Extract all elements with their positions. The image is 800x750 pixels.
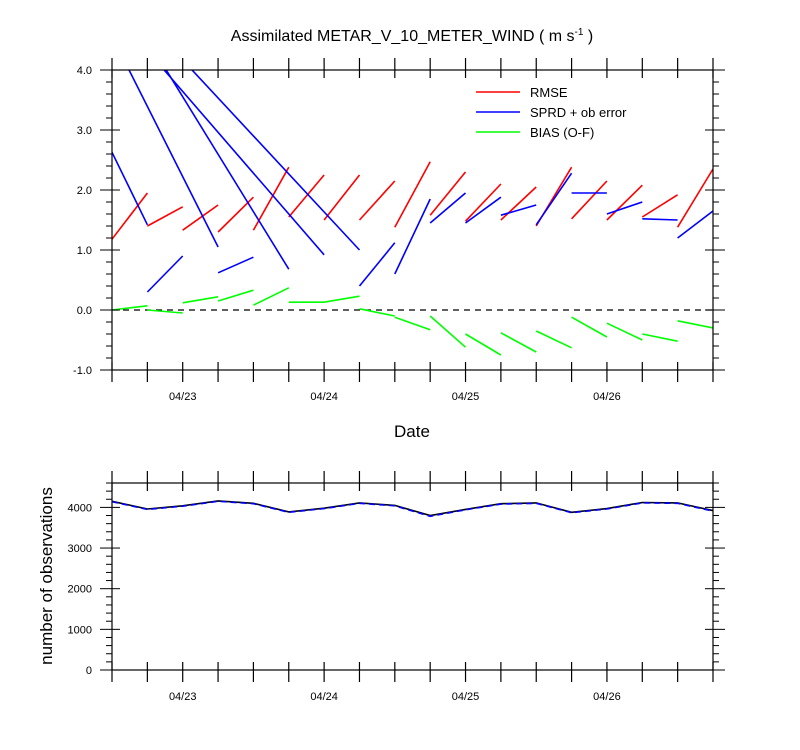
chart-title-main: Assimilated METAR_V_10_METER_WIND ( m s	[231, 28, 575, 45]
legend-label-sprd: SPRD + ob error	[530, 105, 627, 120]
series-bias-o-f-segment-9	[429, 315, 467, 348]
series-rmse-segment-9	[429, 171, 467, 216]
top-y-tick-label-1-0: -1.0	[73, 365, 92, 377]
top-x-tick-label-04-23: 04/23	[169, 391, 197, 403]
bottom-y-tick-label-4000: 4000	[68, 502, 92, 514]
bottom-y-tick-label-3000: 3000	[68, 543, 92, 555]
series-sprd-ob-error-segment-4	[165, 70, 290, 270]
legend-label-rmse: RMSE	[530, 85, 568, 100]
series-rmse-segment-16	[676, 168, 713, 228]
series-sprd-ob-error-segment-11	[500, 204, 537, 216]
series-bias-o-f-segment-1	[147, 309, 183, 314]
chart-title-end: )	[583, 28, 593, 45]
bottom-plot-data-area	[112, 500, 713, 518]
series-rmse-segment-2	[182, 204, 219, 231]
x-axis-title: Date	[394, 422, 430, 441]
series-sprd-ob-error-segment-8	[394, 198, 431, 275]
series-sprd-ob-error-segment-7	[358, 242, 396, 287]
bottom-plot-axes: 04/23 04/24 04/25 04/26 0 1000 2000 3000 4000	[68, 471, 725, 703]
bottom-y-tick-label-2000: 2000	[68, 584, 92, 596]
bottom-x-tick-label-04-26: 04/26	[593, 691, 621, 703]
series-rmse-segment-15	[641, 194, 679, 218]
top-y-tick-label-1-0: 1.0	[77, 245, 92, 257]
series-rmse-segment-13	[571, 180, 608, 220]
series-bias-o-f-segment-8	[394, 316, 431, 331]
series-bias-o-f-segment-10	[465, 333, 502, 356]
series-sprd-ob-error-segment-9	[429, 192, 467, 224]
series-bias-o-f-segment-11	[500, 332, 537, 353]
series-bias-o-f-segment-4	[253, 287, 290, 306]
legend-label-bias: BIAS (O-F)	[530, 125, 594, 140]
series-sprd-ob-error-segment-5	[163, 70, 325, 256]
top-x-tick-label-04-26: 04/26	[593, 391, 621, 403]
series-rmse-segment-11	[500, 186, 537, 221]
series-sprd-ob-error-segment-3	[217, 256, 254, 274]
series-sprd-ob-error-segment-15	[642, 218, 678, 221]
series-rmse-segment-7	[358, 180, 396, 221]
bottom-x-tick-label-04-24: 04/24	[310, 691, 338, 703]
series-rmse-segment-1	[147, 206, 184, 227]
bottom-y-tick-label-0: 0	[86, 665, 92, 677]
series-rmse-segment-8	[394, 161, 431, 228]
top-x-tick-label-04-25: 04/25	[452, 391, 480, 403]
top-y-tick-label-3-0: 3.0	[77, 125, 92, 137]
series-bias-o-f-segment-13	[571, 316, 608, 338]
bottom-y-axis-title: number of observations	[37, 487, 56, 665]
series-rmse-segment-0	[112, 192, 149, 240]
series-rmse-segment-14	[606, 184, 643, 221]
top-y-tick-label-4-0: 4.0	[77, 65, 92, 77]
series-bias-o-f-segment-7	[359, 308, 395, 317]
series-sprd-ob-error-segment-14	[606, 201, 643, 215]
series-sprd-ob-error-segment-2	[128, 70, 219, 248]
series-bias-o-f-segment-3	[217, 289, 254, 302]
series-sprd-ob-error-segment-1	[146, 255, 184, 293]
chart-title-superscript: -1	[575, 27, 584, 38]
bottom-y-tick-label-1000: 1000	[68, 624, 92, 636]
top-plot-axes: 04/23 04/24 04/25 04/26 -1.0 0.0 1.0 2.0 3.0 4.0	[73, 58, 725, 403]
series-rmse-segment-6	[323, 174, 361, 221]
series-bias-o-f-segment-2	[182, 296, 219, 304]
series-rmse-segment-4	[252, 166, 290, 231]
top-y-tick-label-0-0: 0.0	[77, 305, 92, 317]
series-bias-o-f-segment-15	[642, 333, 678, 342]
top-frame	[111, 69, 714, 371]
series-bias-o-f-segment-6	[323, 295, 360, 303]
series-rmse-segment-10	[464, 183, 502, 222]
chart-title: Assimilated METAR_V_10_METER_WIND ( m s-…	[231, 27, 593, 45]
series-sprd-ob-error-segment-16	[677, 210, 713, 239]
series-rmse-segment-5	[288, 174, 325, 218]
series-bias-o-f-segment-16	[677, 320, 713, 329]
top-plot-data-area	[112, 70, 713, 356]
series-sprd-ob-error-segment-0	[112, 150, 149, 226]
top-x-tick-label-04-24: 04/24	[310, 391, 338, 403]
series-sprd-ob-error-segment-12	[535, 172, 573, 226]
series-bias-o-f-segment-14	[606, 322, 643, 341]
bottom-x-tick-label-04-23: 04/23	[169, 691, 197, 703]
bottom-frame	[111, 482, 714, 671]
series-bias-o-f-segment-12	[535, 330, 572, 349]
series-sprd-ob-error-segment-6	[190, 70, 361, 251]
series-bias-o-f-segment-0	[112, 305, 148, 311]
obs-series-assimilated	[112, 500, 713, 518]
series-sprd-ob-error-segment-10	[465, 196, 502, 224]
bottom-x-tick-label-04-25: 04/25	[452, 691, 480, 703]
top-y-tick-label-2-0: 2.0	[77, 185, 92, 197]
legend: RMSE SPRD + ob error BIAS (O-F)	[476, 85, 627, 140]
